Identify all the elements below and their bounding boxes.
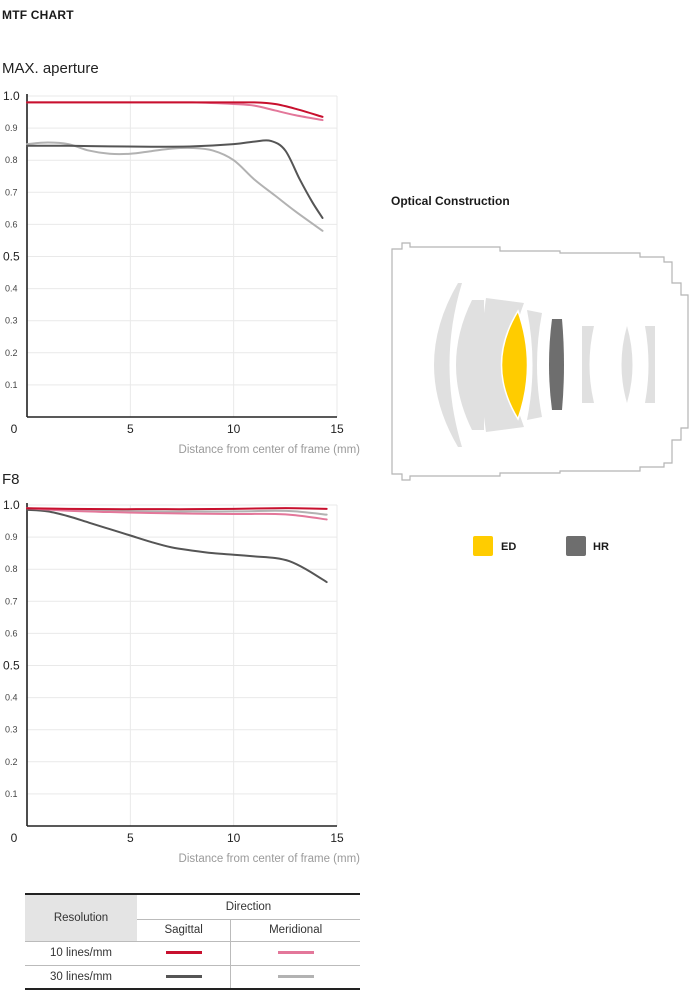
chart1-x-tick-label: 5 [127,422,134,436]
sample-meridional-30 [277,975,314,979]
lens-element-5 [582,326,594,403]
chart1-y-tick-label: 1.0 [3,89,20,103]
chart1-y-tick-label: 0.9 [5,123,18,133]
chart1-y-tick-label: 0.2 [5,348,18,358]
chart2-y-tick-label: 0.1 [5,789,18,799]
chart2-y-tick-label: 0.9 [5,532,18,542]
sample-meridional-10-cell [230,940,360,965]
chart2-y-tick-label: 0.6 [5,628,18,638]
chart2-y-tick-label: 0.7 [5,596,18,606]
lens-element-ed [500,309,529,421]
chart1-x-tick-label: 15 [330,422,344,436]
lens-element-4 [527,310,542,420]
chart1-y-tick-label: 0.8 [5,155,18,165]
sample-meridional-30-cell [230,964,360,990]
resolution-header: Resolution [25,893,137,941]
chart2-x-tick-label: 15 [330,831,344,845]
lens-element-1 [434,283,462,447]
mtf-legend-table: Resolution Direction Sagittal Meridional… [25,893,360,990]
sample-sagittal-10 [165,951,202,955]
chart1-x-tick-label: 0 [11,422,18,436]
chart1-x-axis-label: Distance from center of frame (mm) [179,444,361,456]
ed-swatch [473,536,493,556]
chart2-series-meridional-30 [26,507,328,516]
hr-swatch [566,536,586,556]
lens-element-7 [645,326,655,403]
optical-construction-title: Optical Construction [391,194,510,208]
lens-barrel-outline [391,242,689,481]
chart2-x-tick-label: 5 [127,831,134,845]
hr-label: HR [593,541,609,553]
chart1-y-tick-label: 0.6 [5,219,18,229]
chart-title-max-aperture: MAX. aperture [2,60,99,77]
chart2-y-tick-label: 0.3 [5,725,18,735]
chart1-y-tick-label: 0.1 [5,380,18,390]
sample-sagittal-10-cell [137,940,231,965]
lens-element-6 [621,326,633,403]
chart1-series-sagittal-10 [26,101,324,118]
chart2-y-tick-label: 1.0 [3,498,20,512]
chart1-y-tick-label: 0.5 [3,250,20,264]
page-title: MTF CHART [2,8,74,22]
chart1-y-tick-label: 0.4 [5,284,18,294]
sample-sagittal-30-cell [137,964,231,990]
meridional-header: Meridional [230,918,360,941]
chart2-x-tick-label: 10 [227,831,241,845]
chart1-y-tick-label: 0.3 [5,316,18,326]
ed-label: ED [501,541,517,553]
chart2-y-tick-label: 0.5 [3,659,20,673]
row-10-lines-label: 10 lines/mm [25,940,137,965]
chart1-x-tick-label: 10 [227,422,241,436]
direction-header: Direction [137,893,360,919]
chart2-x-axis-label: Distance from center of frame (mm) [179,853,361,865]
chart2-series-sagittal-30 [26,508,328,584]
chart1-y-tick-label: 0.7 [5,187,18,197]
chart2-series-sagittal-10 [26,507,328,511]
chart2-y-tick-label: 0.8 [5,564,18,574]
sample-meridional-10 [277,951,314,955]
chart-title-f8: F8 [2,471,20,488]
chart2-y-tick-label: 0.4 [5,693,18,703]
chart2-y-tick-label: 0.2 [5,757,18,767]
row-30-lines-label: 30 lines/mm [25,964,137,990]
lens-element-2 [456,300,484,430]
sample-sagittal-30 [165,975,202,979]
chart1-series-sagittal-30 [26,139,324,219]
chart2-series-meridional-10 [26,507,328,521]
chart2-x-tick-label: 0 [11,831,18,845]
lens-element-hr [549,319,564,410]
sagittal-header: Sagittal [137,918,231,941]
